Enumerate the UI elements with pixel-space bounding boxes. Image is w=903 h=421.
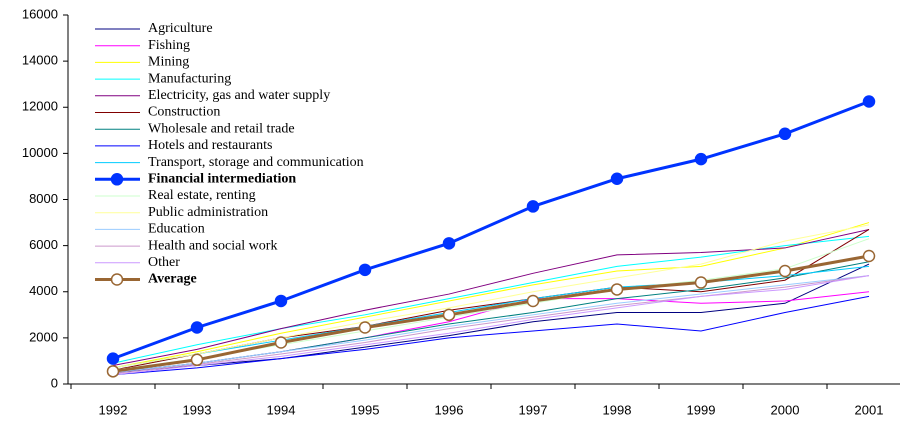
legend-label: Real estate, renting <box>148 188 256 203</box>
legend-label: Health and social work <box>148 238 277 253</box>
y-tick-label: 8000 <box>29 191 58 206</box>
legend-label: Agriculture <box>148 21 213 36</box>
series-line <box>112 265 870 369</box>
y-tick-label: 16000 <box>22 6 58 21</box>
point <box>190 321 204 334</box>
y-tick-label: 2000 <box>29 329 58 344</box>
series-line <box>112 254 870 373</box>
point <box>610 172 624 185</box>
point <box>526 294 540 308</box>
series-line <box>112 275 870 375</box>
legend-label: Transport, storage and communication <box>148 155 364 170</box>
legend-label: Other <box>148 255 180 270</box>
point <box>526 200 540 213</box>
x-tick-label: 1996 <box>435 402 464 417</box>
series-line <box>112 275 870 376</box>
legend-label: Education <box>148 222 205 237</box>
series-line <box>112 295 870 376</box>
y-tick-label: 12000 <box>22 99 58 114</box>
x-tick-label: 1992 <box>99 402 128 417</box>
point <box>862 95 876 108</box>
point <box>694 152 708 166</box>
x-tick-label: 1994 <box>267 402 296 417</box>
legend-label: Hotels and restaurants <box>148 138 272 153</box>
point <box>358 321 372 334</box>
x-tick-label: 2001 <box>855 402 884 417</box>
y-tick-label: 6000 <box>29 237 58 252</box>
legend-label: Mining <box>148 55 189 70</box>
series-line <box>112 275 870 373</box>
legend-label: Fishing <box>148 38 190 53</box>
series-line <box>112 235 870 364</box>
legend-label: Wholesale and retail trade <box>148 121 295 136</box>
series-line <box>112 224 870 369</box>
point <box>610 283 624 296</box>
legend-label: Manufacturing <box>148 71 231 86</box>
x-tick-label: 1993 <box>183 402 212 417</box>
legend-label: Average <box>148 272 197 287</box>
point <box>190 353 204 367</box>
legend-label: Construction <box>148 105 220 120</box>
legend-label: Financial intermediation <box>148 172 296 187</box>
x-tick-label: 1995 <box>351 402 380 417</box>
point <box>358 263 372 277</box>
point <box>778 127 792 141</box>
y-tick-label: 0 <box>51 375 58 390</box>
x-tick-label: 1999 <box>687 402 716 417</box>
point <box>778 264 792 278</box>
x-tick-label: 1998 <box>603 402 632 417</box>
series-line <box>112 222 870 369</box>
series-line <box>112 100 870 361</box>
legend-marker <box>110 173 124 186</box>
point <box>862 249 876 263</box>
x-tick-label: 1997 <box>519 402 548 417</box>
legend-label: Public administration <box>148 205 268 220</box>
y-tick-label: 10000 <box>22 145 58 160</box>
point <box>694 276 708 289</box>
legend-label: Electricity, gas and water supply <box>148 88 330 103</box>
point <box>106 365 120 378</box>
point <box>106 352 120 365</box>
point <box>442 308 456 322</box>
point <box>274 336 288 349</box>
x-tick-label: 2000 <box>771 402 800 417</box>
y-tick-label: 14000 <box>22 53 58 68</box>
legend-marker <box>110 273 124 286</box>
point <box>274 294 288 308</box>
series-line <box>112 263 870 373</box>
point <box>442 237 456 250</box>
y-tick-label: 4000 <box>29 283 58 298</box>
series-line <box>112 228 870 367</box>
